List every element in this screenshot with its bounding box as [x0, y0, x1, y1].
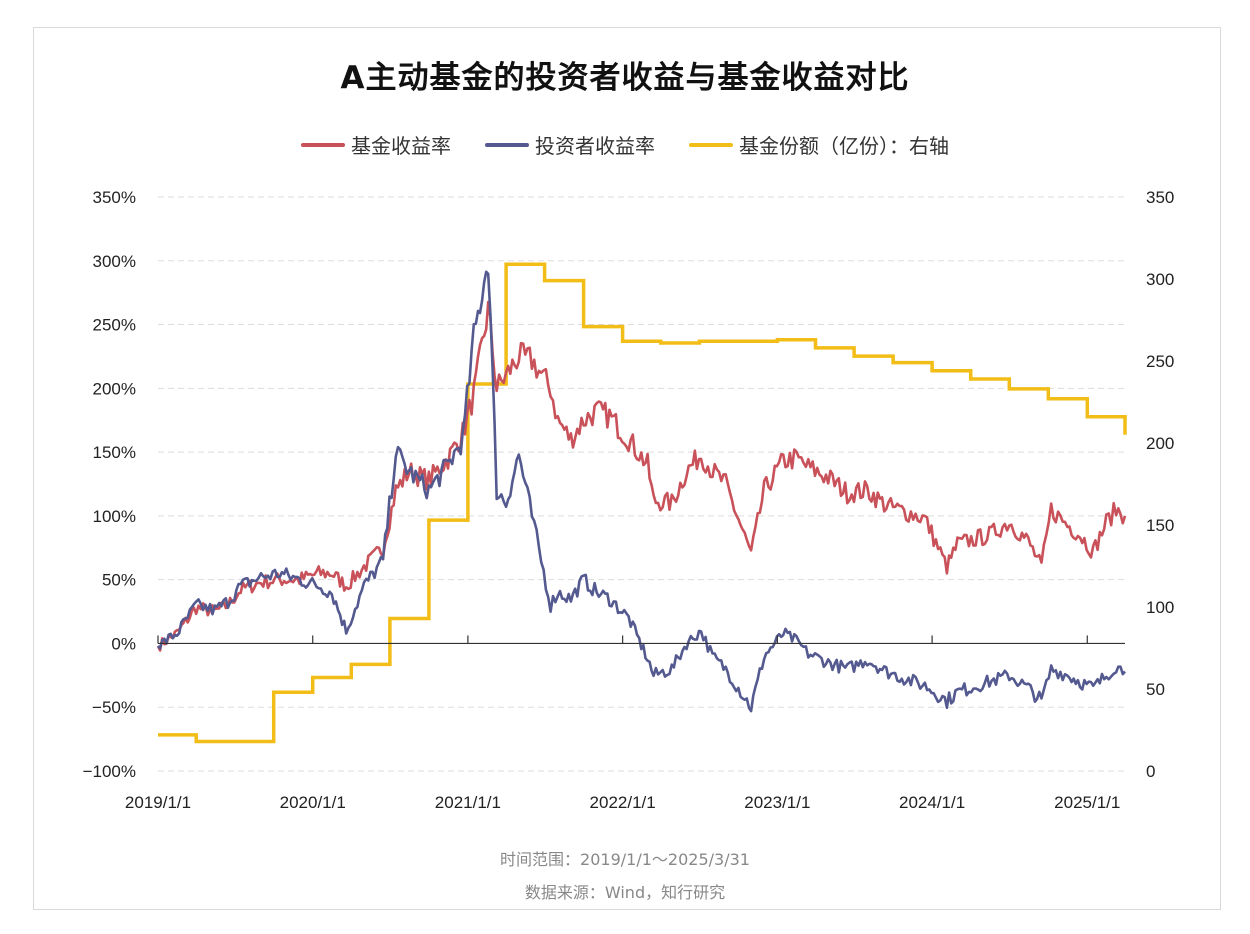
- x-tick-label: 2021/1/1: [435, 793, 501, 812]
- y-left-tick-label: 350%: [93, 188, 136, 207]
- y-right-tick-label: 0: [1146, 762, 1155, 781]
- y-left-tick-label: 250%: [93, 316, 136, 335]
- x-tick-label: 2022/1/1: [590, 793, 656, 812]
- x-tick-label: 2025/1/1: [1054, 793, 1120, 812]
- series-line-investor-return: [157, 270, 1126, 713]
- legend-label-investor-return: 投资者收益率: [535, 134, 655, 158]
- grid-lines: [158, 196, 1125, 772]
- legend-item-investor-return: 投资者收益率: [485, 130, 655, 159]
- y-left-tick-label: −100%: [83, 762, 136, 781]
- y-right-tick-label: 150: [1146, 516, 1174, 535]
- y-right-tick-label: 350: [1146, 188, 1174, 207]
- legend-label-fund-return: 基金收益率: [351, 134, 451, 158]
- legend: 基金收益率 投资者收益率 基金份额（亿份）：右轴: [0, 130, 1250, 159]
- legend-swatch-fund-return: [301, 142, 345, 147]
- source-note: 数据来源：Wind，知行研究: [524, 883, 726, 902]
- y-left-tick-label: 100%: [93, 507, 136, 526]
- y-right-tick-label: 100: [1146, 598, 1174, 617]
- x-tick-label: 2024/1/1: [899, 793, 965, 812]
- legend-swatch-investor-return: [485, 142, 529, 147]
- y-right-tick-label: 200: [1146, 434, 1174, 453]
- time-range-note: 时间范围：2019/1/1～2025/3/31: [500, 850, 750, 869]
- y-left-tick-label: −50%: [92, 698, 136, 717]
- axis-layer: 350% 300% 250% 200% 150% 100% 50% 0% −50% −100% 35…: [83, 188, 1175, 812]
- chart-title: A主动基金的投资者收益与基金收益对比: [340, 60, 910, 96]
- x-tick-label: 2019/1/1: [125, 793, 191, 812]
- legend-swatch-fund-shares: [689, 142, 733, 147]
- y-left-tick-label: 300%: [93, 252, 136, 271]
- series-line-fund-return: [156, 300, 1127, 652]
- legend-item-fund-return: 基金收益率: [301, 130, 451, 159]
- x-tick-label: 2023/1/1: [744, 793, 810, 812]
- legend-item-fund-shares: 基金份额（亿份）：右轴: [689, 130, 949, 159]
- y-left-tick-label: 0%: [111, 634, 136, 653]
- series-layer: [156, 262, 1127, 744]
- legend-label-fund-shares: 基金份额（亿份）：右轴: [739, 134, 949, 158]
- chart-frame: [33, 27, 1221, 910]
- y-right-tick-label: 50: [1146, 680, 1165, 699]
- y-left-tick-label: 50%: [102, 571, 136, 590]
- y-right-tick-label: 300: [1146, 270, 1174, 289]
- y-left-tick-label: 150%: [93, 443, 136, 462]
- y-left-tick-label: 200%: [93, 379, 136, 398]
- x-tick-label: 2020/1/1: [280, 793, 346, 812]
- y-right-tick-label: 250: [1146, 352, 1174, 371]
- series-line-fund-shares: [158, 262, 1127, 744]
